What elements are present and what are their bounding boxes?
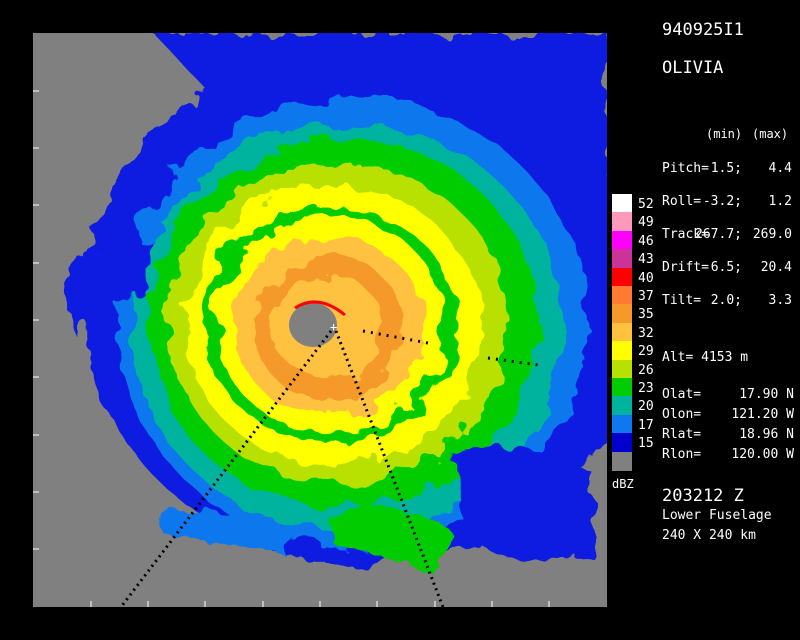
attitude-row: Drift= 6.5; 20.4 xyxy=(662,260,792,275)
observation-time: 203212 Z xyxy=(662,486,744,506)
color-scale-label: 49 xyxy=(638,215,654,231)
color-scale-swatch xyxy=(612,322,632,342)
color-scale-label: 23 xyxy=(638,381,654,396)
color-scale-unit: dBZ xyxy=(612,477,634,491)
color-scale-label: 46 xyxy=(638,233,654,249)
attitude-min: 267.7; xyxy=(695,227,742,242)
color-scale-label: 52 xyxy=(638,197,654,212)
color-scale-label: 32 xyxy=(638,325,654,341)
storm-name: OLIVIA xyxy=(662,58,724,78)
color-scale-swatch xyxy=(612,341,632,361)
color-scale-swatch xyxy=(612,212,632,232)
attitude-row: Tilt= 2.0; 3.3 xyxy=(662,293,792,308)
color-scale-swatch xyxy=(612,414,632,434)
max-label: (max) xyxy=(752,127,789,141)
color-scale-label: 26 xyxy=(638,362,654,378)
storm-echo-field xyxy=(83,33,607,563)
range-ticks xyxy=(33,90,550,607)
position-label: Rlat= xyxy=(662,427,702,442)
flight-id: 940925I1 xyxy=(662,20,744,40)
attitude-min: 1.5; xyxy=(710,161,742,176)
position-row: Rlat= 18.96 N xyxy=(662,427,794,442)
attitude-label: Tilt= xyxy=(662,293,702,308)
attitude-max: 3.3 xyxy=(768,293,792,308)
color-scale-label: 29 xyxy=(638,344,654,360)
radar-reflectivity-image: + xyxy=(33,33,607,607)
altitude-readout: Alt= 4153 m xyxy=(662,350,748,365)
storm-eye xyxy=(289,303,337,347)
color-scale-swatch xyxy=(612,451,632,471)
color-scale-swatch xyxy=(612,359,632,379)
position-row: Rlon= 120.00 W xyxy=(662,447,794,462)
position-value: 17.90 N xyxy=(739,387,794,402)
position-value: 18.96 N xyxy=(739,427,794,442)
color-scale-label: 15 xyxy=(638,436,654,452)
position-row: Olat= 17.90 N xyxy=(662,387,794,402)
position-value: 120.00 W xyxy=(731,447,794,462)
secondary-bands xyxy=(63,241,593,573)
color-scale-label: 20 xyxy=(638,399,654,415)
position-label: Rlon= xyxy=(662,447,702,462)
attitude-max: 269.0 xyxy=(752,227,792,242)
attitude-min: -3.2; xyxy=(702,194,742,209)
attitude-row: Track= 267.7; 269.0 xyxy=(662,227,792,242)
min-label: (min) xyxy=(706,127,743,141)
attitude-label: Drift= xyxy=(662,260,709,275)
eyewall-max xyxy=(294,300,346,317)
attitude-max: 1.2 xyxy=(768,194,792,209)
antenna-name: Lower Fuselage xyxy=(662,508,772,523)
attitude-label: Track= xyxy=(662,227,709,242)
aircraft-marker: + xyxy=(330,320,337,334)
color-scale-label: 17 xyxy=(638,417,654,433)
attitude-max: 4.4 xyxy=(768,161,792,176)
position-value: 121.20 W xyxy=(731,407,794,422)
attitude-label: Roll= xyxy=(662,194,702,209)
color-scale-swatch xyxy=(612,267,632,287)
attitude-row: Roll= -3.2; 1.2 xyxy=(662,194,792,209)
color-scale-swatch xyxy=(612,378,632,397)
attitude-label: Pitch= xyxy=(662,161,709,176)
domain-size: 240 X 240 km xyxy=(662,528,756,543)
position-label: Olat= xyxy=(662,387,702,402)
color-scale-label: 35 xyxy=(638,307,654,323)
color-scale-swatch xyxy=(612,230,632,250)
color-scale-label: 43 xyxy=(638,252,654,268)
color-scale-label: 37 xyxy=(638,289,654,304)
attitude-min: 6.5; xyxy=(710,260,742,275)
altitude-label: Alt= xyxy=(662,350,694,365)
color-scale-swatch xyxy=(612,396,632,416)
color-scale-swatch xyxy=(612,249,632,269)
flight-track xyxy=(119,329,539,607)
position-label: Olon= xyxy=(662,407,702,422)
attitude-min: 2.0; xyxy=(710,293,742,308)
color-scale-swatch xyxy=(612,433,632,453)
attitude-row: Pitch= 1.5; 4.4 xyxy=(662,161,792,176)
color-scale-swatch xyxy=(612,194,632,213)
color-scale-swatch xyxy=(612,304,632,324)
color-scale-label: 40 xyxy=(638,270,654,286)
altitude-value: 4153 m xyxy=(701,350,749,365)
position-row: Olon= 121.20 W xyxy=(662,407,794,422)
color-scale-swatch xyxy=(612,286,632,305)
attitude-max: 20.4 xyxy=(760,260,792,275)
